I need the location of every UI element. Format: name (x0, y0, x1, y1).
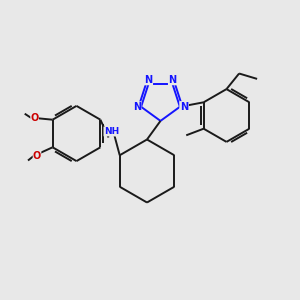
Text: O: O (31, 113, 39, 123)
Text: NH: NH (104, 127, 119, 136)
Text: N: N (180, 102, 188, 112)
Text: N: N (133, 102, 141, 112)
Text: N: N (144, 75, 153, 85)
Text: N: N (168, 75, 177, 85)
Text: N: N (180, 102, 188, 112)
Text: O: O (33, 151, 41, 161)
